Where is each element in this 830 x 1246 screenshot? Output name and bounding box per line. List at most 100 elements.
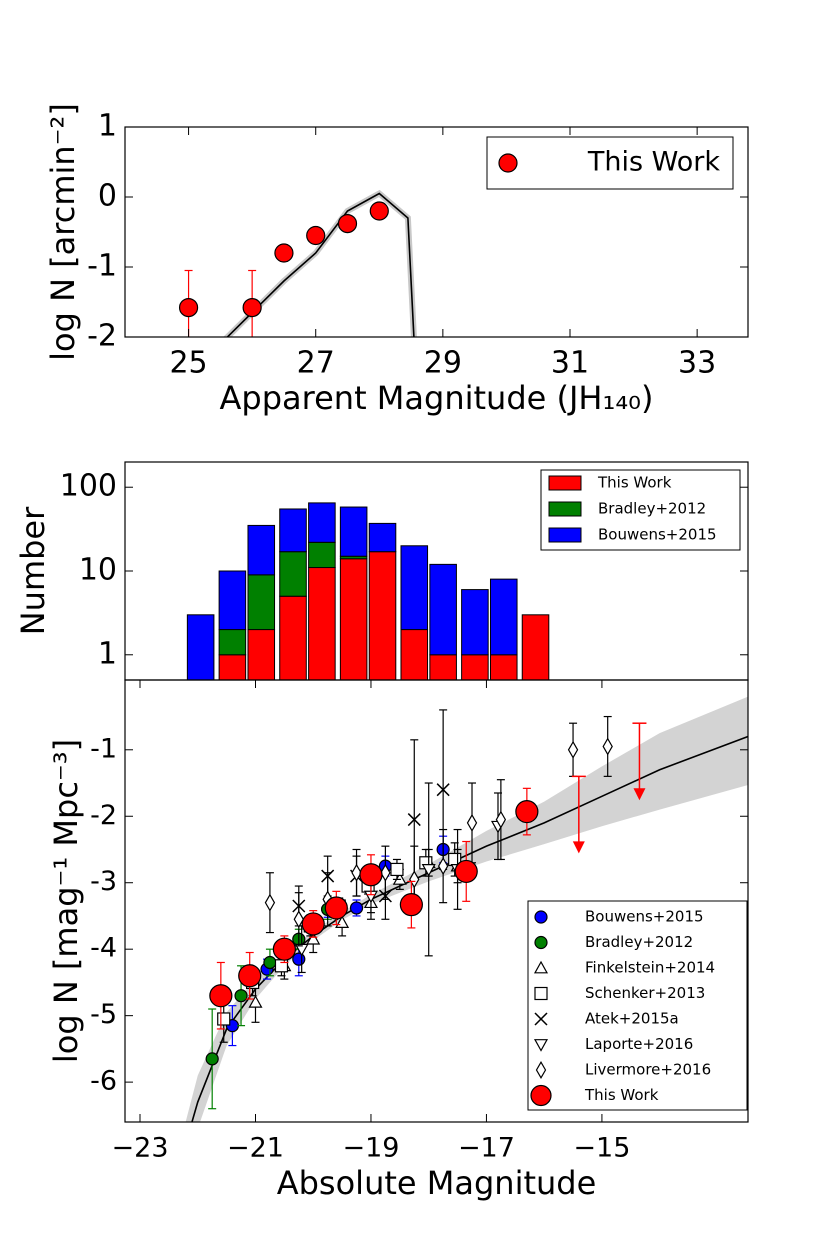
marker: [380, 863, 391, 882]
marker: [293, 910, 304, 929]
axes-frame: [124, 679, 749, 1123]
bar-segment: [218, 654, 247, 680]
x-tick-label: 25: [169, 346, 207, 381]
marker: [234, 989, 248, 1003]
legend-label: This Work: [597, 474, 672, 492]
bar-segment: [279, 595, 307, 680]
bar-segment: [461, 589, 489, 656]
marker: [530, 1084, 552, 1107]
y-tick-label: -1: [90, 733, 117, 764]
marker: [534, 1012, 548, 1026]
bar-segment: [489, 654, 518, 680]
marker: [390, 862, 404, 877]
y-tick-label: -1: [87, 249, 117, 284]
legend-label: This Work: [587, 147, 720, 178]
marker: [421, 864, 436, 877]
x-axis-label: Apparent Magnitude (JH₁₄₀): [220, 379, 654, 417]
y-tick-label: 10: [79, 553, 117, 588]
bar-segment: [429, 654, 457, 680]
marker: [242, 298, 262, 318]
bar-segment: [218, 570, 247, 631]
confidence-band: [185, 696, 748, 1122]
bar-segment: [368, 522, 397, 553]
y-tick-label: -2: [90, 800, 117, 831]
marker: [534, 986, 548, 1001]
legend-box: [527, 900, 748, 1111]
marker: [248, 995, 263, 1008]
x-axis-label: Absolute Magnitude: [277, 1164, 597, 1202]
marker: [294, 943, 309, 957]
marker: [274, 243, 294, 263]
bar-segment: [461, 654, 489, 680]
bar-segment: [339, 558, 368, 680]
marker: [263, 955, 277, 970]
bar-segment: [247, 524, 276, 576]
y-tick-label: 1: [98, 109, 117, 144]
y-tick-label: -6: [90, 1066, 117, 1097]
legend-box: [486, 136, 734, 190]
bar-segment: [521, 614, 550, 680]
marker: [178, 298, 199, 318]
marker: [535, 1060, 547, 1080]
marker: [349, 901, 364, 915]
y-tick-label: 1: [98, 636, 117, 671]
axes-frame: [124, 126, 749, 338]
legend-label: Bradley+2012: [598, 500, 706, 518]
bar-segment: [279, 508, 307, 553]
x-tick-label: −21: [227, 1133, 284, 1164]
legend-label: Bradley+2012: [585, 933, 693, 951]
y-axis-label: Number: [14, 506, 52, 635]
marker: [301, 912, 325, 936]
bar-segment: [368, 551, 397, 680]
marker: [515, 800, 539, 824]
marker: [495, 810, 507, 829]
legend-label: Atek+2015a: [585, 1010, 679, 1028]
marker: [409, 870, 420, 889]
marker: [533, 960, 549, 974]
bar-segment: [218, 629, 247, 656]
y-tick-label: -4: [90, 933, 117, 964]
bar-segment: [489, 578, 518, 656]
bar-segment: [186, 614, 215, 680]
marker: [217, 1012, 231, 1026]
marker: [466, 813, 478, 832]
x-tick-label: −15: [573, 1133, 630, 1164]
plot-area: [178, 189, 417, 337]
marker: [369, 201, 389, 221]
bar-segment: [308, 541, 336, 569]
marker: [454, 859, 478, 884]
marker: [274, 959, 289, 973]
marker: [238, 964, 262, 988]
marker: [337, 214, 358, 234]
x-tick-label: 33: [678, 346, 716, 381]
marker: [534, 910, 548, 924]
marker: [602, 737, 613, 756]
x-tick-label: −23: [112, 1133, 169, 1164]
y-tick-label: -3: [90, 866, 117, 897]
marker: [209, 984, 233, 1008]
y-tick-label: -2: [87, 319, 117, 354]
marker: [498, 153, 518, 173]
marker: [533, 1039, 549, 1052]
legend-label: Bouwens+2015: [598, 526, 717, 544]
marker: [399, 893, 423, 917]
x-tick-label: −17: [458, 1133, 515, 1164]
x-tick-label: −19: [342, 1133, 399, 1164]
marker: [306, 931, 321, 945]
marker: [437, 857, 449, 876]
plot-area: [186, 502, 550, 680]
marker: [351, 863, 362, 882]
y-axis-label: log N [arcmin⁻²]: [44, 103, 82, 361]
y-tick-label: 0: [98, 179, 117, 214]
marker: [264, 893, 276, 912]
bar-segment: [400, 545, 429, 631]
legend-label: Finkelstein+2014: [585, 959, 715, 977]
marker: [272, 937, 296, 961]
bar-segment: [429, 563, 457, 656]
legend-label: This Work: [584, 1086, 659, 1104]
plot-area: [185, 696, 748, 1122]
x-tick-label: 29: [424, 346, 462, 381]
marker: [436, 783, 450, 797]
marker: [359, 863, 383, 887]
